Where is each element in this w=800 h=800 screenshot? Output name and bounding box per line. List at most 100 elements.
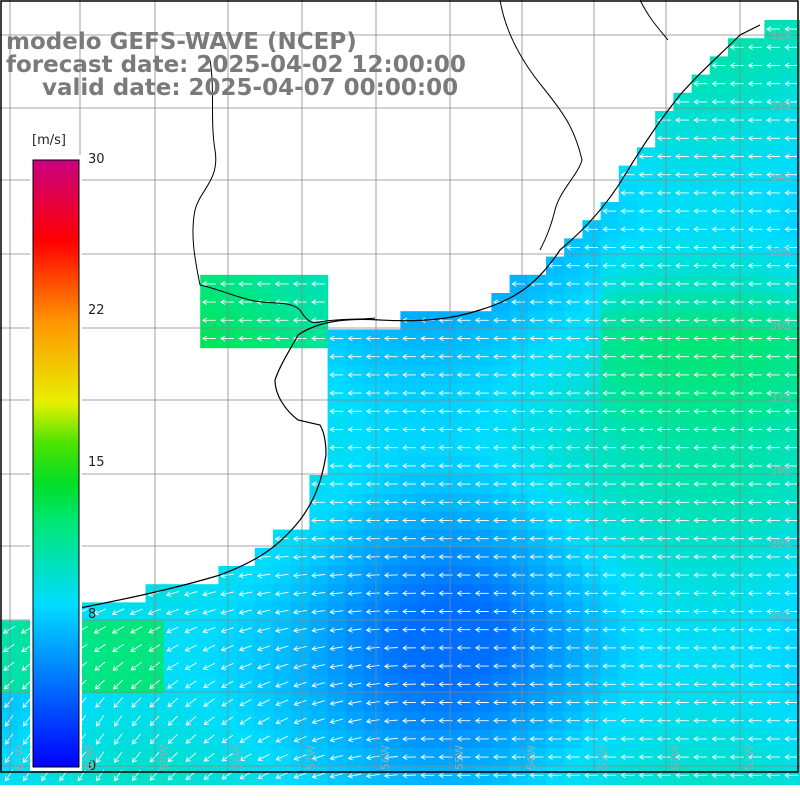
- wind-arrow: [766, 390, 780, 396]
- wind-arrow: [565, 353, 580, 360]
- wind-arrow: [456, 772, 471, 779]
- wind-arrow: [131, 751, 141, 763]
- wind-arrow: [95, 715, 105, 727]
- wind-arrow: [474, 353, 489, 360]
- wind-arrow: [311, 627, 325, 633]
- wind-arrow: [185, 752, 197, 762]
- wind-arrow: [511, 626, 526, 633]
- wind-arrow: [112, 643, 124, 653]
- wind-arrow: [493, 481, 507, 487]
- wind-arrow: [131, 715, 141, 727]
- wind-arrow: [729, 645, 744, 651]
- wind-arrow: [311, 299, 325, 305]
- wind-arrow: [620, 335, 635, 342]
- wind-arrow: [474, 572, 489, 578]
- wind-arrow: [275, 663, 289, 670]
- wind-arrow: [784, 736, 799, 742]
- wind-arrow: [602, 226, 617, 233]
- wind-arrow: [131, 733, 141, 745]
- wind-arrow: [311, 609, 325, 615]
- latitude-label: 33S: [770, 99, 791, 112]
- wind-arrow: [420, 335, 435, 342]
- wind-arrow: [638, 772, 653, 779]
- wind-arrow: [747, 463, 762, 469]
- wind-arrow: [729, 353, 744, 360]
- wind-arrow: [584, 281, 598, 287]
- wind-arrow: [402, 554, 416, 560]
- wind-arrow: [638, 663, 653, 669]
- wind-arrow: [766, 44, 780, 51]
- wind-arrow: [365, 772, 380, 779]
- wind-arrow: [784, 754, 799, 760]
- wind-arrow: [784, 517, 799, 524]
- wind-arrow: [293, 736, 307, 743]
- wind-arrow: [638, 226, 653, 233]
- wind-arrow: [402, 408, 416, 415]
- wind-arrow: [402, 499, 416, 506]
- wind-arrow: [584, 517, 598, 524]
- wind-arrow: [656, 772, 671, 779]
- wind-arrow: [4, 715, 14, 727]
- wind-arrow: [95, 697, 105, 709]
- wind-arrow: [656, 590, 671, 597]
- wind-arrow: [129, 608, 143, 616]
- wind-arrow: [511, 353, 526, 360]
- wind-arrow: [656, 244, 671, 251]
- wind-arrow: [529, 535, 544, 542]
- wind-arrow: [747, 281, 762, 287]
- wind-arrow: [220, 281, 234, 287]
- wind-arrow: [675, 153, 689, 160]
- wind-arrow: [420, 444, 435, 451]
- wind-arrow: [274, 299, 289, 305]
- wind-arrow: [402, 481, 416, 487]
- wind-arrow: [256, 281, 271, 287]
- wind-arrow: [365, 754, 380, 761]
- wind-arrow: [347, 335, 362, 342]
- wind-arrow: [766, 26, 780, 32]
- wind-arrow: [729, 426, 744, 433]
- wind-arrow: [656, 517, 671, 524]
- wind-arrow: [747, 190, 762, 196]
- wind-arrow: [656, 481, 671, 487]
- wind-arrow: [547, 463, 562, 469]
- wind-arrow: [420, 608, 435, 615]
- wind-arrow: [347, 773, 362, 779]
- wind-arrow: [729, 99, 744, 105]
- wind-arrow: [675, 171, 689, 178]
- wind-arrow: [547, 754, 562, 760]
- wind-arrow: [766, 736, 780, 742]
- wind-arrow: [747, 353, 762, 360]
- wind-arrow: [220, 644, 234, 652]
- wind-arrow: [656, 262, 671, 269]
- wind-arrow: [511, 590, 526, 597]
- wind-arrow: [474, 335, 489, 342]
- wind-arrow: [675, 626, 689, 633]
- wind-arrow: [638, 408, 653, 415]
- wind-arrow: [620, 554, 635, 560]
- wind-arrow: [693, 772, 708, 779]
- wind-arrow: [420, 517, 435, 524]
- wind-arrow: [784, 572, 799, 578]
- wind-arrow: [693, 535, 708, 542]
- wind-arrow: [383, 772, 398, 779]
- wind-arrow: [474, 663, 489, 669]
- wind-arrow: [656, 281, 671, 287]
- wind-arrow: [584, 754, 598, 760]
- wind-arrow: [547, 572, 562, 578]
- wind-arrow: [729, 717, 744, 724]
- wind-arrow: [420, 590, 435, 597]
- wind-arrow: [784, 463, 799, 469]
- wind-arrow: [602, 208, 617, 214]
- wind-arrow: [766, 772, 780, 779]
- wind-arrow: [529, 353, 544, 360]
- wind-arrow: [602, 262, 617, 269]
- wind-arrow: [675, 481, 689, 487]
- wind-arrow: [456, 626, 471, 633]
- wind-arrow: [511, 663, 526, 669]
- wind-arrow: [493, 426, 507, 433]
- wind-arrow: [365, 736, 380, 743]
- wind-arrow: [165, 591, 180, 597]
- wind-arrow: [311, 682, 325, 688]
- latitude-label: 32S: [770, 29, 791, 42]
- wind-arrow: [766, 244, 780, 251]
